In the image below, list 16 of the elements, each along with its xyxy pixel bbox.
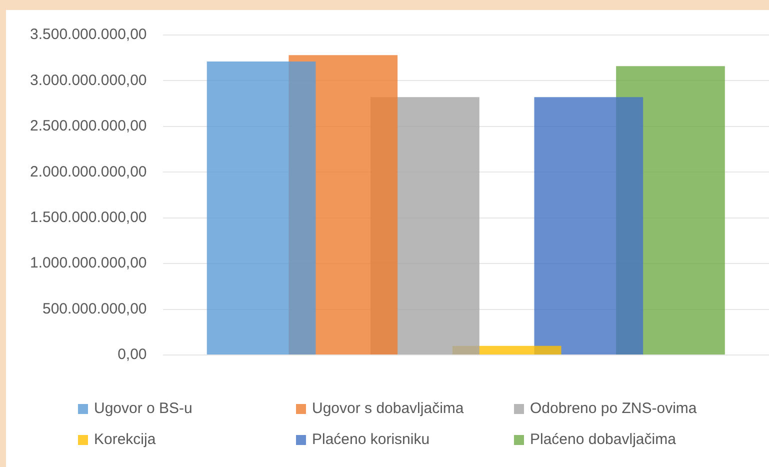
- bar: [206, 62, 316, 354]
- legend-label: Plaćeno dobavljačima: [530, 431, 676, 448]
- y-tick-label: 3.000.000.000,00: [30, 72, 147, 89]
- legend-label: Plaćeno korisniku: [312, 431, 430, 448]
- y-tick-label: 3.500.000.000,00: [30, 26, 147, 44]
- y-tick-label: 2.500.000.000,00: [30, 118, 147, 135]
- legend-label: Ugovor s dobavljačima: [312, 400, 464, 417]
- y-tick-label: 0,00: [118, 346, 147, 364]
- legend-label: Odobreno po ZNS-ovima: [530, 400, 697, 417]
- y-tick-label: 500.000.000,00: [42, 300, 147, 318]
- legend-label: Korekcija: [94, 431, 156, 448]
- y-tick-label: 2.000.000.000,00: [30, 163, 147, 180]
- legend-label: Ugovor o BS-u: [94, 400, 192, 417]
- bar: [534, 97, 644, 354]
- y-tick-label: 1.500.000.000,00: [30, 209, 147, 226]
- y-tick-label: 1.000.000.000,00: [30, 254, 147, 272]
